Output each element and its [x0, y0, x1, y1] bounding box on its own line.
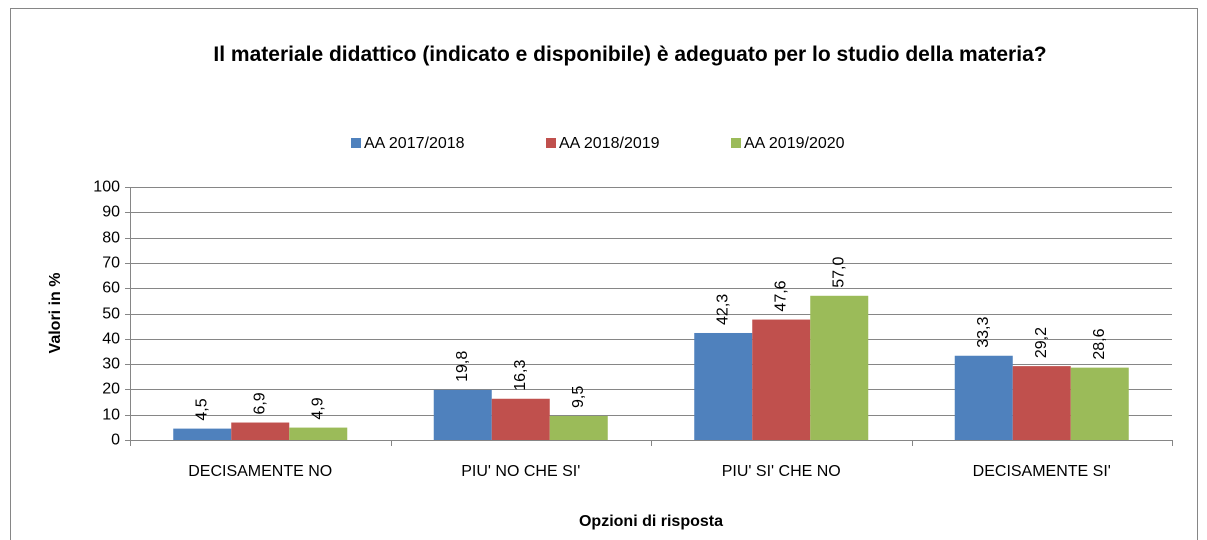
bar [1070, 367, 1129, 440]
data-label: 19,8 [454, 351, 471, 382]
bar [173, 428, 232, 440]
bar [1012, 366, 1071, 440]
bar [433, 389, 492, 440]
y-tick-label: 30 [102, 356, 120, 373]
data-label: 6,9 [251, 392, 268, 414]
data-label: 16,3 [512, 360, 529, 391]
y-tick-label: 60 [102, 280, 120, 297]
data-label: 28,6 [1091, 328, 1108, 359]
chart-border [10, 8, 1198, 540]
bar [549, 415, 608, 440]
legend-label: AA 2017/2018 [364, 135, 465, 152]
bar [491, 398, 550, 440]
data-label: 4,9 [309, 397, 326, 419]
data-label: 57,0 [830, 257, 847, 288]
x-axis-label: Opzioni di risposta [579, 513, 723, 530]
data-label: 47,6 [772, 280, 789, 311]
legend-swatch [546, 138, 556, 148]
bar [289, 427, 348, 440]
legend-swatch [731, 138, 741, 148]
x-tick-label: DECISAMENTE SI' [973, 463, 1111, 480]
y-axis-label: Valori in % [47, 273, 64, 354]
bar [231, 422, 290, 440]
bar [694, 332, 753, 440]
legend-swatch [351, 138, 361, 148]
data-label: 29,2 [1033, 327, 1050, 358]
x-tick-label: PIU' SI' CHE NO [722, 463, 841, 480]
y-tick-label: 70 [102, 255, 120, 272]
data-label: 42,3 [714, 294, 731, 325]
x-tick-label: DECISAMENTE NO [188, 463, 332, 480]
y-tick-label: 40 [102, 331, 120, 348]
y-tick-label: 80 [102, 230, 120, 247]
y-tick-label: 50 [102, 306, 120, 323]
bar [752, 319, 811, 440]
y-tick-label: 90 [102, 204, 120, 221]
legend-label: AA 2019/2020 [744, 135, 845, 152]
data-label: 9,5 [570, 386, 587, 408]
bar [810, 295, 869, 440]
y-tick-label: 0 [111, 432, 120, 449]
chart-title: Il materiale didattico (indicato e dispo… [213, 43, 1047, 66]
y-tick-label: 10 [102, 407, 120, 424]
bar [954, 355, 1013, 440]
data-label: 33,3 [975, 317, 992, 348]
legend-label: AA 2018/2019 [559, 135, 660, 152]
y-tick-label: 100 [93, 179, 120, 196]
data-label: 4,5 [193, 398, 210, 420]
x-tick-label: PIU' NO CHE SI' [461, 463, 580, 480]
y-tick-label: 20 [102, 381, 120, 398]
